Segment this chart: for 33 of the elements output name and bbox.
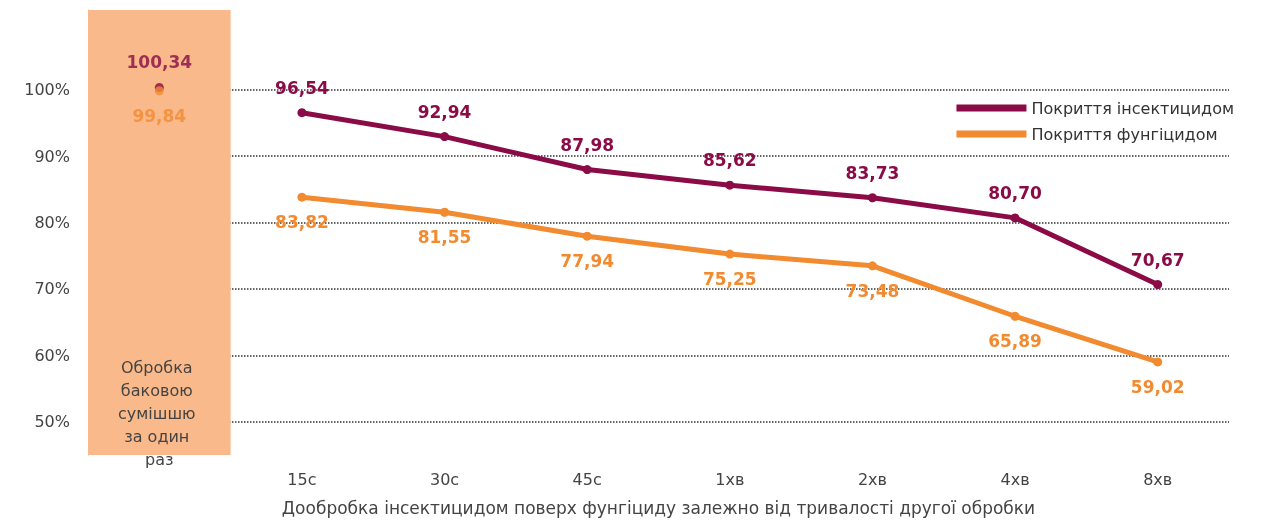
data-label: 85,62 [702,150,757,171]
legend-label: Покриття інсектицидом [1031,98,1234,118]
y-tick-label: 100% [24,80,70,100]
data-label: 96,54 [275,77,329,98]
x-tick-label: 30с [429,469,460,489]
x-tick-label: 15с [287,469,317,489]
y-tick-label: 80% [34,213,70,233]
data-label: 77,94 [560,251,615,272]
x-axis-title: Дообробка інсектицидом поверх фунгіциду залежно від тривалості другої обробки [281,497,1036,518]
x-tick-label: 1хв [715,469,745,489]
y-tick-label: 70% [34,279,70,299]
data-label: 59,02 [1130,376,1185,397]
data-label: 100,34 [126,52,193,73]
legend-label: Покриття фунгіцидом [1031,124,1218,144]
data-label: 83,82 [275,212,329,233]
data-label: 75,25 [702,269,757,290]
data-label: 81,55 [417,227,472,248]
x-tick-label: 45с [572,469,602,489]
x-tick-label: 4хв [1000,469,1030,489]
data-label: 92,94 [417,101,472,122]
y-tick-label: 50% [34,412,70,432]
y-tick-label: 90% [34,146,70,166]
x-tick-label: Обробка баковою сумішшю за один раз [118,358,201,469]
x-tick-label: 8хв [1143,469,1173,489]
data-label: 87,98 [560,134,615,155]
y-tick-label: 60% [34,345,70,365]
data-label: 70,67 [1130,249,1185,270]
data-label: 65,89 [988,331,1042,352]
data-label: 83,73 [845,162,900,183]
data-label: 80,70 [988,182,1043,203]
x-tick-label: 2хв [857,469,887,489]
data-label: 73,48 [845,280,900,301]
data-label: 99,84 [132,105,187,126]
